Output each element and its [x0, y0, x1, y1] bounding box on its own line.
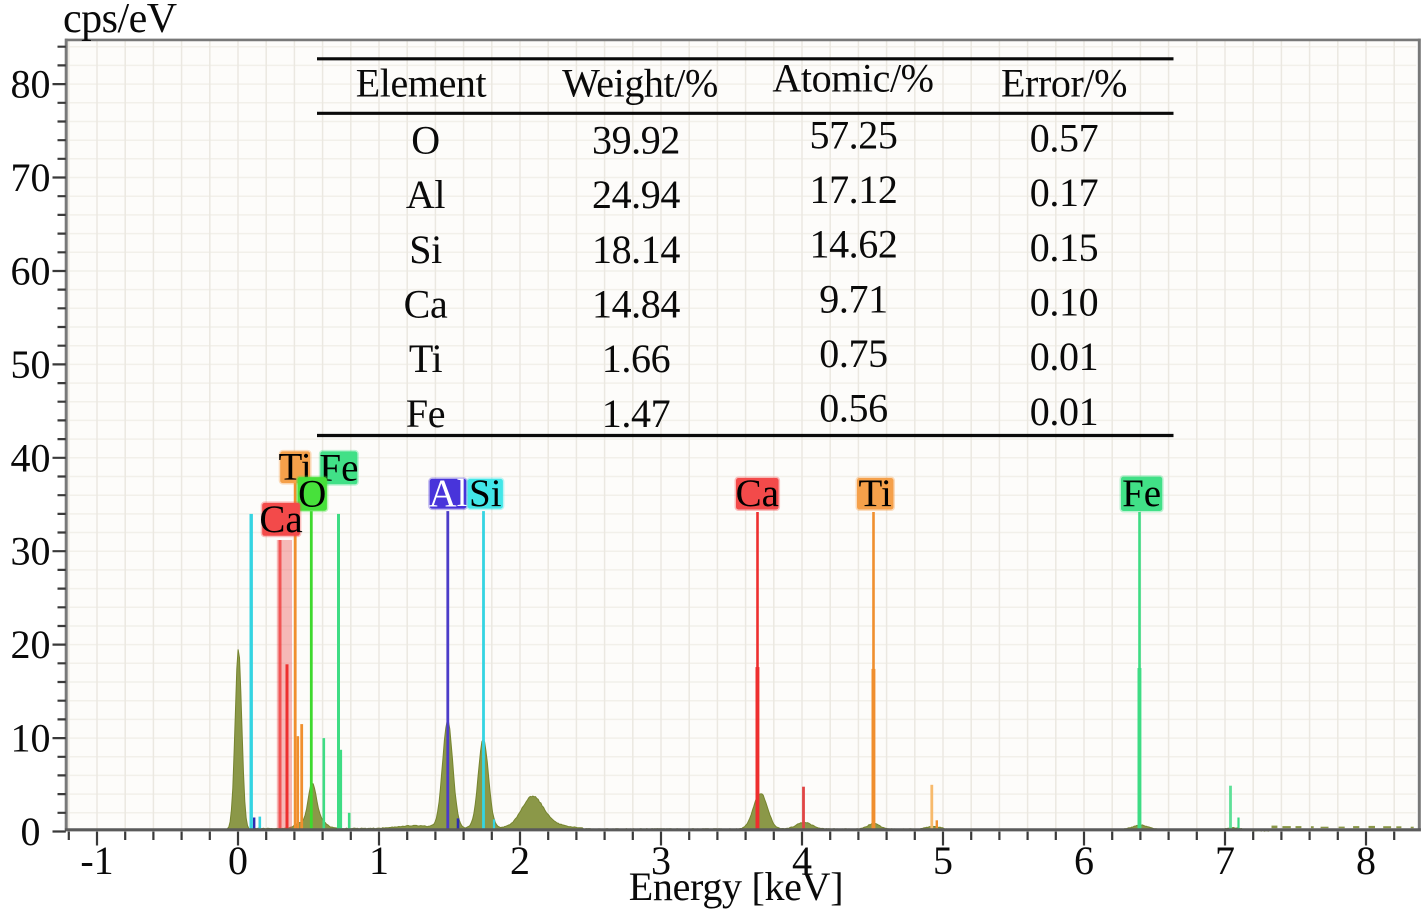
- svg-text:Ca: Ca: [259, 498, 302, 541]
- svg-text:0.17: 0.17: [1030, 170, 1098, 215]
- svg-text:Al: Al: [429, 472, 468, 515]
- svg-text:0.01: 0.01: [1030, 334, 1098, 379]
- svg-text:30: 30: [11, 529, 51, 574]
- svg-text:7: 7: [1215, 838, 1235, 883]
- svg-text:Energy [keV]: Energy [keV]: [629, 864, 843, 909]
- svg-text:O: O: [411, 118, 440, 163]
- svg-text:20: 20: [11, 622, 51, 667]
- svg-text:1.47: 1.47: [602, 391, 670, 436]
- svg-text:80: 80: [11, 62, 51, 107]
- svg-text:14.62: 14.62: [809, 222, 897, 267]
- svg-text:50: 50: [11, 342, 51, 387]
- svg-text:10: 10: [11, 716, 51, 761]
- svg-text:cps/eV: cps/eV: [63, 0, 177, 42]
- svg-text:0.15: 0.15: [1030, 225, 1098, 270]
- svg-text:0.75: 0.75: [819, 331, 887, 376]
- svg-text:O: O: [298, 472, 326, 515]
- svg-text:9.71: 9.71: [819, 276, 887, 321]
- svg-text:39.92: 39.92: [592, 118, 680, 163]
- svg-text:Ca: Ca: [736, 472, 779, 515]
- svg-text:Ti: Ti: [859, 472, 892, 515]
- svg-text:1.66: 1.66: [602, 336, 670, 381]
- svg-text:60: 60: [11, 249, 51, 294]
- svg-text:18.14: 18.14: [592, 227, 680, 272]
- svg-text:5: 5: [933, 838, 953, 883]
- svg-text:6: 6: [1074, 838, 1094, 883]
- svg-text:-1: -1: [80, 838, 113, 883]
- svg-text:24.94: 24.94: [592, 172, 680, 217]
- svg-text:Error/%: Error/%: [1001, 61, 1127, 106]
- svg-text:Si: Si: [409, 227, 442, 272]
- svg-text:Fe: Fe: [406, 391, 445, 436]
- svg-text:0.10: 0.10: [1030, 280, 1098, 325]
- svg-text:0.57: 0.57: [1030, 116, 1098, 161]
- svg-text:14.84: 14.84: [592, 282, 680, 327]
- svg-text:Element: Element: [356, 61, 487, 106]
- svg-text:17.12: 17.12: [809, 167, 897, 212]
- svg-text:8: 8: [1356, 838, 1376, 883]
- svg-text:Weight/%: Weight/%: [562, 61, 718, 106]
- svg-text:Ti: Ti: [409, 336, 443, 381]
- svg-text:0.56: 0.56: [819, 386, 887, 431]
- svg-text:Al: Al: [406, 172, 445, 217]
- svg-text:Si: Si: [469, 472, 502, 515]
- svg-text:4: 4: [792, 838, 812, 883]
- svg-text:70: 70: [11, 155, 51, 200]
- svg-text:Fe: Fe: [1122, 472, 1161, 515]
- svg-text:0: 0: [228, 838, 248, 883]
- svg-text:Atomic/%: Atomic/%: [772, 55, 933, 100]
- svg-text:Ca: Ca: [404, 282, 448, 327]
- svg-text:3: 3: [651, 838, 671, 883]
- svg-text:57.25: 57.25: [809, 112, 897, 157]
- svg-text:0.01: 0.01: [1030, 389, 1098, 434]
- svg-text:2: 2: [510, 838, 530, 883]
- svg-text:0: 0: [21, 809, 41, 854]
- svg-text:40: 40: [11, 435, 51, 480]
- svg-text:1: 1: [369, 838, 389, 883]
